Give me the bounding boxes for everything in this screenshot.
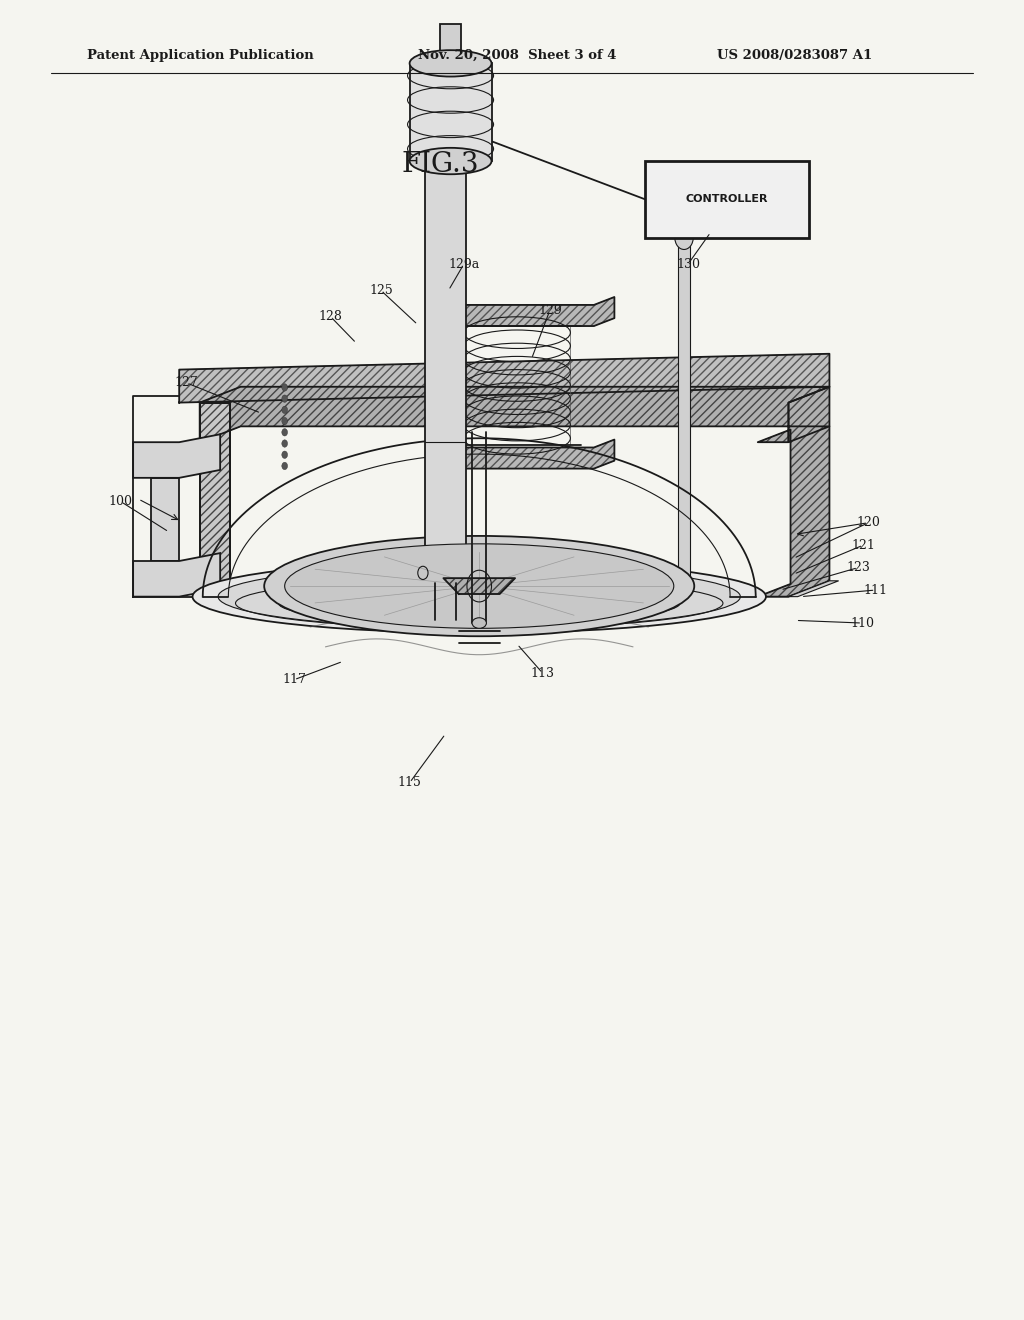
Text: CONTROLLER: CONTROLLER <box>686 194 768 205</box>
Polygon shape <box>200 387 829 442</box>
Polygon shape <box>678 238 690 594</box>
Polygon shape <box>440 440 614 469</box>
Circle shape <box>282 451 288 458</box>
Text: 121: 121 <box>851 539 876 552</box>
Circle shape <box>282 417 288 425</box>
Circle shape <box>282 462 288 470</box>
Ellipse shape <box>410 148 492 174</box>
Ellipse shape <box>472 618 486 628</box>
Ellipse shape <box>264 536 694 636</box>
Text: 129a: 129a <box>449 257 479 271</box>
Ellipse shape <box>193 560 766 634</box>
Text: 110: 110 <box>850 616 874 630</box>
Polygon shape <box>758 387 829 597</box>
Bar <box>440 24 461 53</box>
Text: 130: 130 <box>676 257 700 271</box>
Text: 117: 117 <box>282 673 306 686</box>
Text: 100: 100 <box>109 495 133 508</box>
Text: 115: 115 <box>397 776 422 789</box>
Polygon shape <box>200 403 230 597</box>
Ellipse shape <box>218 565 740 628</box>
Circle shape <box>282 440 288 447</box>
Text: US 2008/0283087 A1: US 2008/0283087 A1 <box>717 49 872 62</box>
Polygon shape <box>179 354 829 403</box>
Ellipse shape <box>285 544 674 628</box>
Text: 111: 111 <box>863 583 888 597</box>
Text: Patent Application Publication: Patent Application Publication <box>87 49 313 62</box>
Text: 129: 129 <box>538 304 562 317</box>
Polygon shape <box>440 297 614 326</box>
Polygon shape <box>425 165 466 583</box>
Circle shape <box>675 226 693 249</box>
Text: 120: 120 <box>856 516 881 529</box>
Circle shape <box>282 407 288 413</box>
Text: FIG.3: FIG.3 <box>401 152 479 178</box>
Text: 123: 123 <box>846 561 870 574</box>
Polygon shape <box>133 553 220 597</box>
Polygon shape <box>133 434 220 478</box>
Polygon shape <box>200 403 230 597</box>
Circle shape <box>282 384 288 391</box>
Text: 128: 128 <box>318 310 343 323</box>
Polygon shape <box>410 63 492 161</box>
Circle shape <box>282 429 288 436</box>
Text: 113: 113 <box>530 667 555 680</box>
Polygon shape <box>151 478 179 561</box>
Text: Nov. 20, 2008  Sheet 3 of 4: Nov. 20, 2008 Sheet 3 of 4 <box>418 49 616 62</box>
Circle shape <box>282 395 288 403</box>
Ellipse shape <box>410 50 492 77</box>
FancyBboxPatch shape <box>645 161 809 238</box>
Text: 125: 125 <box>369 284 393 297</box>
Polygon shape <box>758 581 839 597</box>
Text: 127: 127 <box>174 376 199 389</box>
Polygon shape <box>443 578 515 594</box>
